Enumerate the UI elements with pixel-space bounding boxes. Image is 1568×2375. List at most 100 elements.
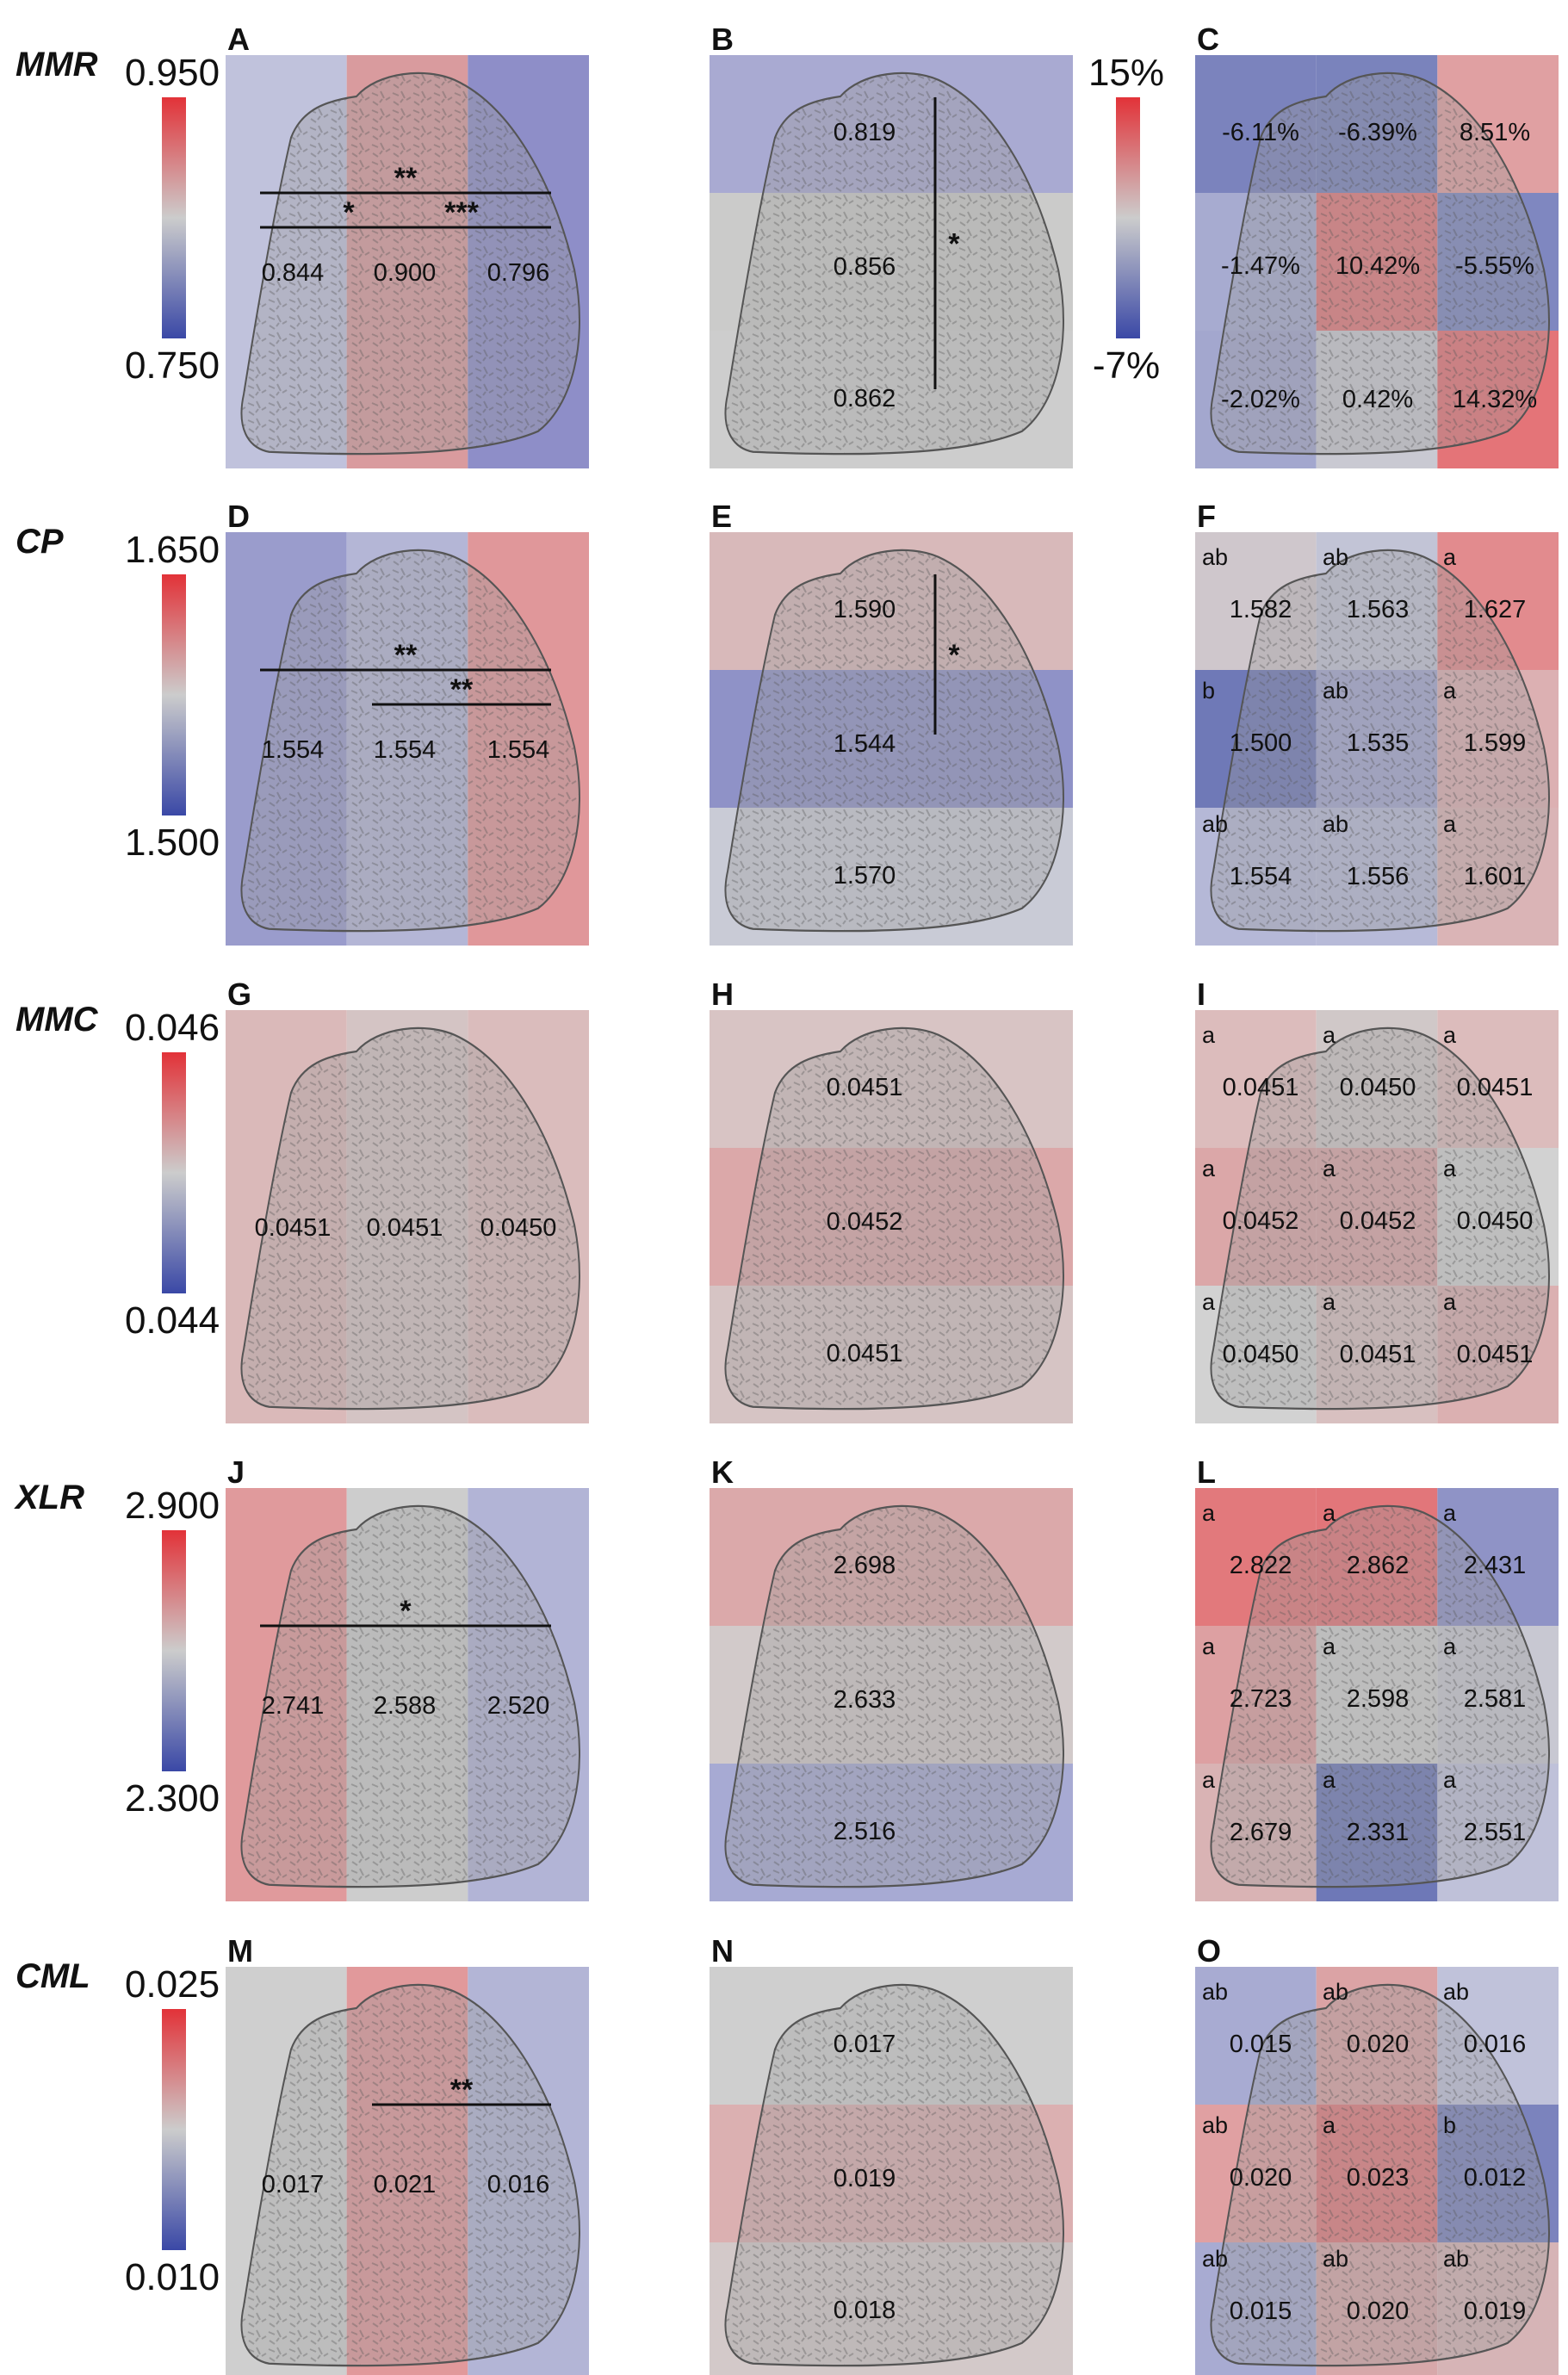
percent-scale: 15% -7%	[1088, 52, 1164, 387]
group-letter: ab	[1323, 2246, 1348, 2272]
color-scale	[162, 1052, 186, 1293]
row-value: 0.017	[834, 2031, 896, 2058]
grid-value: 2.331	[1347, 1819, 1410, 1846]
grid-value: 0.42%	[1342, 386, 1413, 413]
column-value: 1.554	[374, 736, 437, 764]
grid-panel: 0.015ab0.020ab0.016ab0.020ab0.023a0.012b…	[1195, 1967, 1559, 2375]
color-scale	[162, 97, 186, 338]
panel-letter: M	[227, 1933, 253, 1969]
grid-value: -6.11%	[1222, 119, 1299, 146]
significance-marker: *	[948, 228, 960, 261]
significance-marker: *	[400, 1595, 412, 1628]
group-letter: a	[1202, 1156, 1216, 1181]
significance-marker: **	[450, 2074, 474, 2106]
group-letter: a	[1202, 1634, 1216, 1659]
row-panel: 0.017 0.019 0.018	[710, 1967, 1073, 2375]
panel-letter: D	[227, 499, 250, 534]
group-letter: a	[1202, 1767, 1216, 1793]
group-letter: ab	[1323, 811, 1348, 837]
grid-value: 0.020	[1347, 2297, 1410, 2325]
group-letter: ab	[1323, 678, 1348, 704]
color-scale-min: 0.750	[125, 344, 220, 387]
group-letter: a	[1443, 1767, 1457, 1793]
color-scale-min: 0.010	[125, 2256, 220, 2298]
grid-value: 0.0450	[1340, 1074, 1416, 1101]
grid-value: 1.535	[1347, 729, 1410, 757]
percent-color-scale	[1116, 97, 1140, 338]
grid-value: 0.023	[1347, 2164, 1410, 2192]
panel-letter: H	[711, 977, 734, 1012]
grid-panel: -6.11% -6.39% 8.51% -1.47% 10.42% -5.55% -2.02…	[1195, 55, 1559, 468]
group-letter: a	[1202, 1500, 1216, 1526]
grid-value: 2.551	[1464, 1819, 1527, 1846]
column-value: 0.0450	[480, 1214, 557, 1242]
panel-letter: A	[227, 22, 250, 57]
metric-label: CML	[15, 1957, 90, 1995]
grid-value: 10.42%	[1336, 252, 1420, 280]
panel-letter: E	[711, 499, 732, 534]
column-value: 0.844	[262, 259, 325, 287]
color-scale-max: 0.046	[125, 1007, 220, 1049]
grid-value: 1.601	[1464, 863, 1527, 890]
group-letter: a	[1323, 2112, 1336, 2138]
column-value: 0.0451	[367, 1214, 443, 1242]
group-letter: a	[1443, 544, 1457, 570]
grid-value: 14.32%	[1453, 386, 1537, 413]
row-value: 0.856	[834, 253, 896, 281]
column-value: 1.554	[487, 736, 550, 764]
group-letter: ab	[1443, 2246, 1469, 2272]
group-letter: a	[1323, 1767, 1336, 1793]
group-letter: ab	[1323, 1979, 1348, 2005]
grid-value: -2.02%	[1221, 386, 1300, 413]
grid-value: 2.679	[1230, 1819, 1292, 1846]
group-letter: ab	[1202, 2112, 1228, 2138]
grid-panel: 1.582ab1.563ab1.627a1.500b1.535ab1.599a1…	[1195, 532, 1559, 946]
grid-panel: 2.822 a 2.862 a 2.431 a 2.723 a 2.598 a 2.581 a 2.67…	[1195, 1488, 1559, 1901]
group-letter: ab	[1202, 811, 1228, 837]
group-letter: a	[1443, 811, 1457, 837]
column-value: 0.796	[487, 259, 550, 287]
grid-value: 1.563	[1347, 596, 1410, 623]
panel-letter: O	[1197, 1933, 1221, 1969]
grid-value: 0.015	[1230, 2031, 1292, 2058]
grid-value: 1.599	[1464, 729, 1527, 757]
grid-value: 1.556	[1347, 863, 1410, 890]
group-letter: ab	[1323, 544, 1348, 570]
grid-value: 0.0452	[1223, 1207, 1299, 1235]
grid-value: 0.0451	[1457, 1074, 1534, 1101]
grid-value: 0.019	[1464, 2297, 1527, 2325]
percent-color-scale-max: 15%	[1088, 52, 1164, 94]
grid-value: 2.598	[1347, 1685, 1410, 1713]
column-value: 2.741	[262, 1692, 325, 1720]
row-value: 1.590	[834, 596, 896, 623]
significance-marker: **	[394, 639, 418, 672]
column-value: 2.520	[487, 1692, 550, 1720]
row-panel: 1.590 1.544 1.570 *	[710, 532, 1073, 946]
row-value: 0.862	[834, 385, 896, 412]
grid-value: -5.55%	[1455, 252, 1534, 280]
row-value: 0.819	[834, 119, 896, 146]
panel-letter: N	[711, 1933, 734, 1969]
row-panel: 0.0451 0.0452 0.0451	[710, 1010, 1073, 1423]
grid-value: -6.39%	[1338, 119, 1417, 146]
group-letter: a	[1443, 1289, 1457, 1315]
row-value: 2.698	[834, 1552, 896, 1579]
grid-value: 1.627	[1464, 596, 1527, 623]
color-scale-max: 0.025	[125, 1963, 220, 2006]
grid-value: 8.51%	[1460, 119, 1530, 146]
grid-value: 0.0450	[1457, 1207, 1534, 1235]
grid-value: 0.016	[1464, 2031, 1527, 2058]
row-value: 2.516	[834, 1818, 896, 1845]
grid-value: 2.822	[1230, 1552, 1292, 1579]
group-letter: b	[1202, 678, 1215, 704]
group-letter: ab	[1202, 1979, 1228, 2005]
panel-letter: B	[711, 22, 734, 57]
color-scale-min: 1.500	[125, 822, 220, 864]
metric-label: MMC	[15, 1001, 99, 1039]
group-letter: b	[1443, 2112, 1456, 2138]
group-letter: a	[1323, 1289, 1336, 1315]
column-panel: 0.844 0.900 0.796*** ***	[226, 55, 589, 468]
panel-letter: I	[1197, 977, 1205, 1012]
